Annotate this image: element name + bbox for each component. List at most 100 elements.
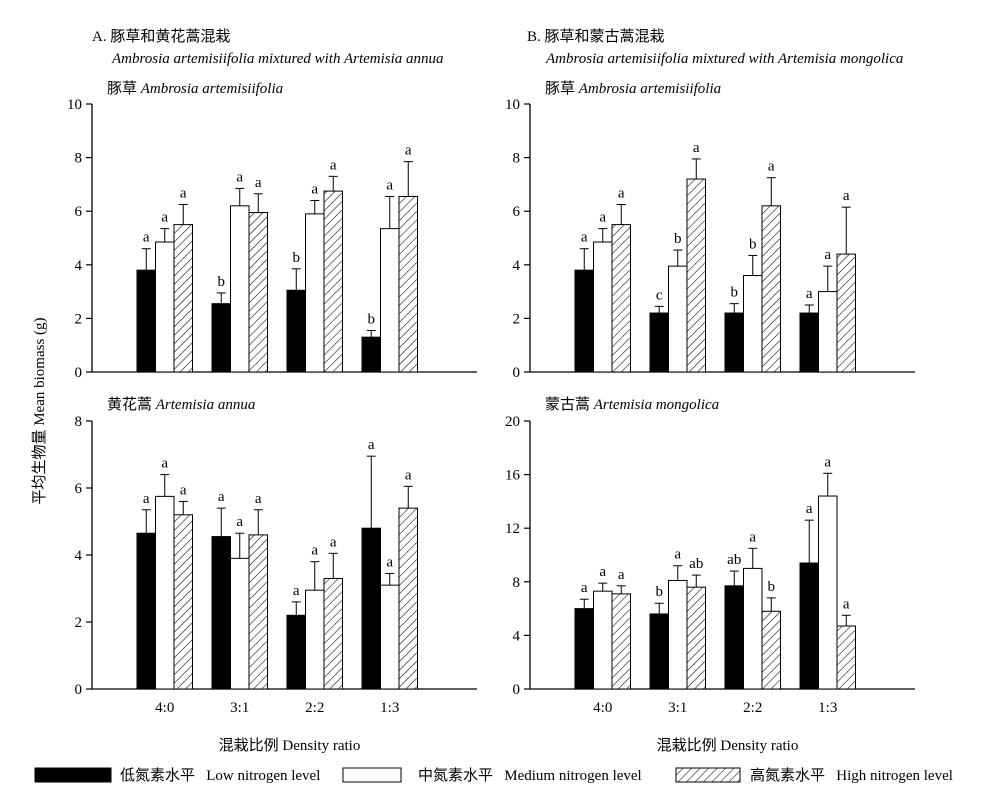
x-axis-label: 混栽比例 Density ratio xyxy=(219,737,361,754)
bar-medium xyxy=(593,590,613,690)
bar-low xyxy=(361,336,381,373)
bar-low xyxy=(799,312,819,373)
y-tick-label: 4 xyxy=(75,548,83,564)
y-tick-label: 0 xyxy=(513,365,521,381)
subplot-title: 黄花蒿 Artemisia annua xyxy=(107,396,255,413)
bar-low xyxy=(724,312,744,373)
bar-medium xyxy=(743,275,763,373)
y-tick-label: 10 xyxy=(505,97,520,113)
significance-label: a xyxy=(255,175,262,191)
bar-medium xyxy=(593,241,613,373)
bar-medium xyxy=(305,213,325,373)
y-tick-label: 12 xyxy=(505,521,520,537)
bar-low xyxy=(724,585,744,690)
significance-label: a xyxy=(236,169,243,185)
significance-label: a xyxy=(180,186,187,202)
bar-medium xyxy=(818,291,838,373)
bar-medium xyxy=(305,589,325,690)
significance-label: b xyxy=(768,579,776,595)
bar-low xyxy=(574,608,594,690)
bar-low xyxy=(286,289,306,373)
y-tick-label: 8 xyxy=(75,414,83,430)
significance-label: a xyxy=(386,554,393,570)
bar-high xyxy=(173,514,193,690)
bar-medium xyxy=(230,205,250,373)
bar-high xyxy=(761,610,781,690)
y-tick-label: 6 xyxy=(75,204,83,220)
significance-label: a xyxy=(161,456,168,472)
y-tick-label: 6 xyxy=(513,204,521,220)
bar-medium xyxy=(818,495,838,690)
significance-label: a xyxy=(405,467,412,483)
panel-b-title-cn: B. 豚草和蒙古蒿混栽 xyxy=(527,28,665,45)
bar-low xyxy=(799,562,819,690)
y-tick-label: 16 xyxy=(505,468,521,484)
significance-label: b xyxy=(368,311,376,327)
significance-label: a xyxy=(161,210,168,226)
bar-medium xyxy=(668,265,688,373)
significance-label: a xyxy=(768,159,775,175)
x-tick-label: 1:3 xyxy=(380,700,399,716)
significance-label: a xyxy=(693,140,700,156)
y-tick-label: 0 xyxy=(75,682,83,698)
significance-label: a xyxy=(843,596,850,612)
x-tick-label: 3:1 xyxy=(230,700,249,716)
significance-label: a xyxy=(806,501,813,517)
panel-a-title-cn: A. 豚草和黄花蒿混栽 xyxy=(92,28,230,45)
bar-high xyxy=(611,224,631,373)
subplot-title: 豚草 Ambrosia artemisiifolia xyxy=(107,80,283,97)
bar-low xyxy=(136,269,156,373)
y-tick-label: 6 xyxy=(75,481,83,497)
bar-high xyxy=(398,507,418,690)
bar-high xyxy=(323,577,343,690)
bar-medium xyxy=(155,241,175,373)
significance-label: c xyxy=(656,287,663,303)
y-tick-label: 8 xyxy=(513,575,521,591)
significance-label: a xyxy=(368,437,375,453)
bar-low xyxy=(574,269,594,373)
legend: 低氮素水平 Low nitrogen level 中氮素水平 Medium ni… xyxy=(34,767,953,784)
legend-swatch-high xyxy=(675,767,741,783)
y-tick-label: 4 xyxy=(513,258,521,274)
y-tick-label: 0 xyxy=(513,682,521,698)
bar-high xyxy=(398,195,418,373)
significance-label: a xyxy=(143,230,150,246)
bar-low xyxy=(361,527,381,690)
x-axis-label: 混栽比例 Density ratio xyxy=(657,737,799,754)
y-axis-label: 平均生物量 Mean biomass (g) xyxy=(31,317,48,504)
significance-label: b xyxy=(674,231,682,247)
y-tick-label: 8 xyxy=(513,151,521,167)
significance-label: b xyxy=(749,236,757,252)
significance-label: a xyxy=(180,482,187,498)
significance-label: a xyxy=(143,491,150,507)
bar-medium xyxy=(230,557,250,690)
bar-high xyxy=(686,586,706,690)
significance-label: a xyxy=(311,543,318,559)
bar-low xyxy=(286,614,306,690)
y-tick-label: 2 xyxy=(75,615,83,631)
bar-low xyxy=(211,303,231,373)
bar-high xyxy=(248,534,268,690)
bar-low xyxy=(136,532,156,690)
y-tick-label: 10 xyxy=(67,97,82,113)
bar-high xyxy=(611,593,631,690)
significance-label: ab xyxy=(727,552,741,568)
legend-swatch-medium xyxy=(342,767,402,783)
bar-medium xyxy=(743,567,763,690)
significance-label: a xyxy=(806,286,813,302)
significance-label: a xyxy=(386,177,393,193)
significance-label: a xyxy=(843,188,850,204)
y-tick-label: 20 xyxy=(505,414,520,430)
significance-label: a xyxy=(674,547,681,563)
x-tick-label: 3:1 xyxy=(668,700,687,716)
x-tick-label: 2:2 xyxy=(743,700,762,716)
bar-high xyxy=(836,253,856,373)
significance-label: a xyxy=(824,247,831,263)
significance-label: a xyxy=(599,564,606,580)
x-tick-label: 4:0 xyxy=(593,700,612,716)
bar-high xyxy=(323,190,343,373)
bar-high xyxy=(761,205,781,373)
bar-low xyxy=(649,613,669,690)
bar-low xyxy=(649,312,669,373)
